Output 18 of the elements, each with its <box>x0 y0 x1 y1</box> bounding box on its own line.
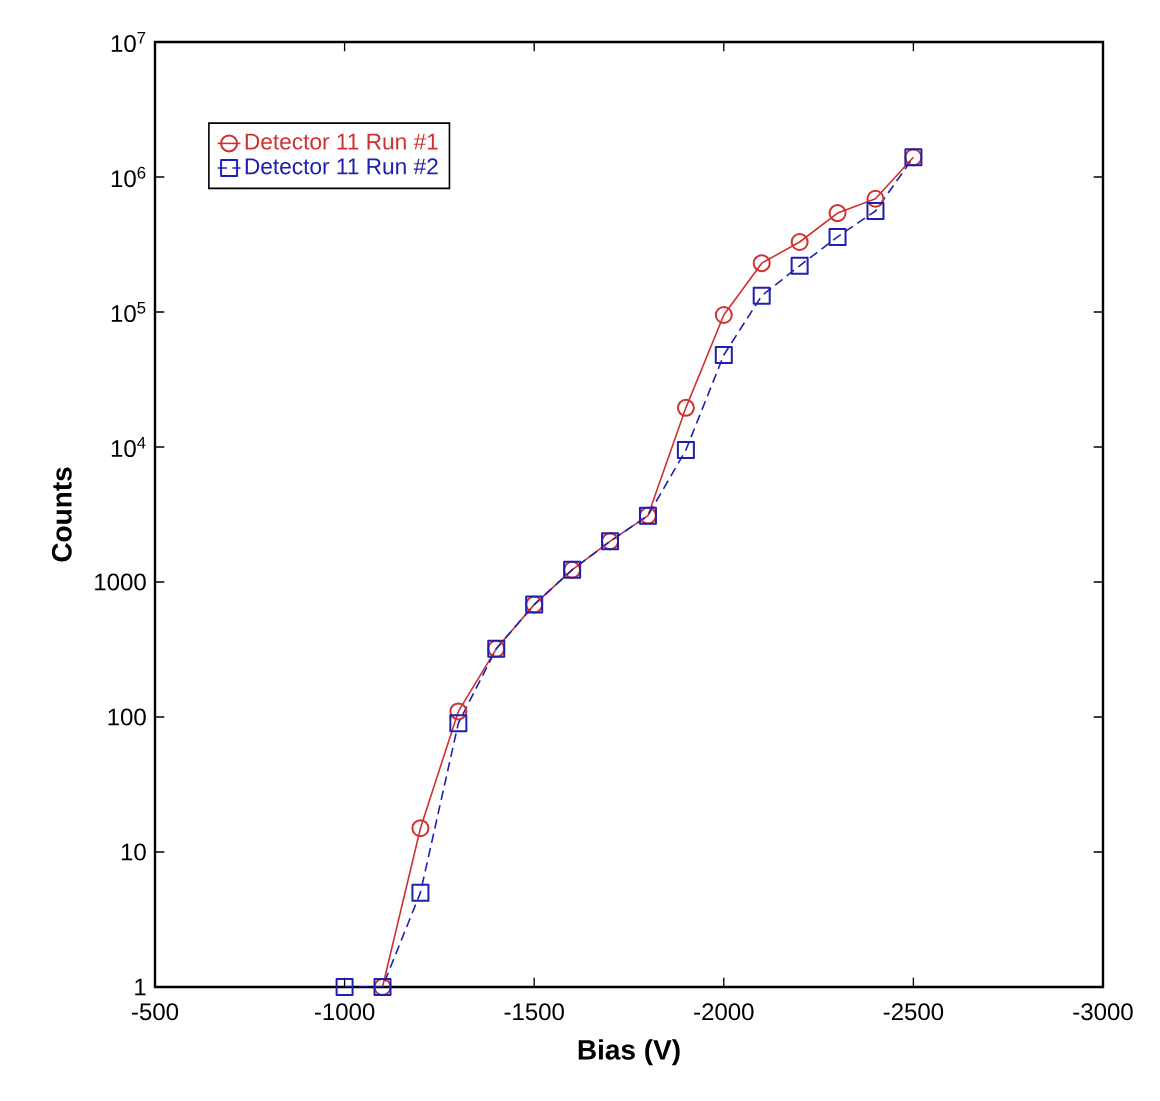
y-tick-label: 10$^{6}$ <box>111 166 146 188</box>
y-axis-title: Counts <box>51 467 72 562</box>
x-axis-title: Bias (V) <box>578 1039 680 1066</box>
x-tick-label: -500 <box>132 1003 179 1021</box>
y-tick-label: 10$^{7}$ <box>111 31 146 53</box>
y-tick-label: 10$^{5}$ <box>111 301 146 323</box>
x-tick-label: -2500 <box>883 1003 944 1021</box>
x-tick-label: -2000 <box>694 1003 754 1021</box>
legend-label: Detector 11 Run #1 <box>245 133 438 150</box>
legend-label: Detector 11 Run #2 <box>245 158 438 175</box>
y-tick-label: 100 <box>108 708 146 726</box>
x-tick-label: -3000 <box>1073 1003 1133 1021</box>
y-tick-label: 1000 <box>95 573 146 591</box>
y-tick-label: 10$^{4}$ <box>111 436 146 458</box>
x-tick-label: -1500 <box>504 1003 564 1021</box>
y-tick-label: 1 <box>135 978 146 996</box>
y-tick-label: 10 <box>121 843 146 861</box>
x-tick-label: -1000 <box>314 1003 375 1021</box>
